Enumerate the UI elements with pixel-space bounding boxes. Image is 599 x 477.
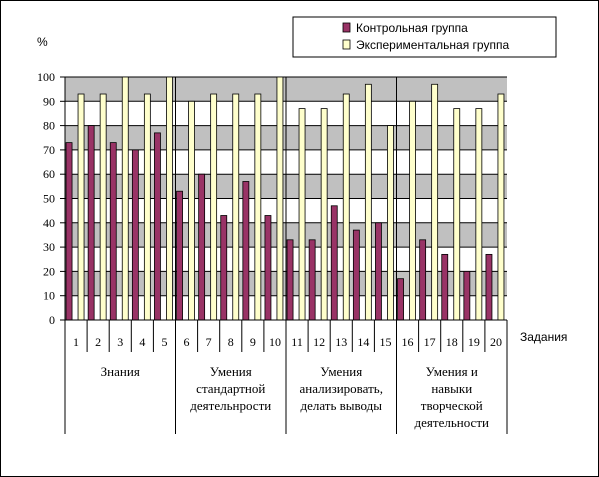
x-tick-label: 9: [250, 335, 256, 349]
x-tick-label: 11: [291, 335, 303, 349]
bar-control-3: [109, 142, 117, 321]
x-tick-label: 8: [228, 335, 234, 349]
bar-control-15: [375, 222, 382, 321]
y-tick-label: 20: [43, 264, 55, 278]
bar-control-13: [330, 205, 338, 321]
bar-experimental-12: [320, 108, 328, 321]
bar-control-8: [220, 215, 228, 321]
bar-control-9: [242, 181, 250, 321]
y-tick-label: 90: [43, 94, 55, 108]
bar-control-1: [65, 142, 73, 321]
x-tick-label: 6: [184, 335, 190, 349]
y-tick-label: 0: [49, 313, 55, 327]
legend: Контрольная группа Экспериментальная груп…: [292, 16, 557, 58]
y-tick-label: 70: [43, 143, 55, 157]
x-tick-label: 4: [139, 335, 145, 349]
x-tick-label: 15: [379, 335, 391, 349]
bar-experimental-15: [387, 125, 394, 321]
y-tick-label: 100: [37, 70, 55, 84]
y-tick-label: 60: [43, 167, 55, 181]
x-tick-label: 17: [424, 335, 436, 349]
bar-experimental-3: [121, 76, 129, 321]
bar-control-12: [308, 239, 316, 321]
legend-swatch: [342, 39, 351, 50]
x-tick-label: 20: [490, 335, 502, 349]
bar-experimental-14: [364, 83, 372, 321]
bar-experimental-2: [99, 93, 107, 321]
bar-control-7: [198, 173, 206, 321]
group-label: Умения анализировать, делать выводы: [300, 364, 383, 413]
y-tick-label: 40: [43, 216, 55, 230]
bar-control-11: [286, 239, 294, 321]
y-tick-label: 30: [43, 240, 55, 254]
x-tick-label: 19: [468, 335, 480, 349]
y-tick-labels: 0 10 20 30 40 50 60 70 80 90 100: [37, 70, 55, 327]
x-tick-label: 12: [313, 335, 325, 349]
bar-experimental-7: [210, 93, 218, 321]
bar-experimental-20: [497, 93, 505, 321]
bar-experimental-1: [77, 93, 85, 321]
group-label: Умения и навыки творческой деятельности: [415, 364, 489, 430]
bar-control-17: [419, 239, 427, 321]
bar-control-5: [154, 132, 161, 321]
legend-swatch: [342, 22, 351, 33]
legend-entry: Экспериментальная группа: [356, 38, 509, 52]
x-tick-label: 13: [335, 335, 347, 349]
x-tick-label: 1: [73, 335, 79, 349]
bar-experimental-19: [475, 108, 483, 321]
bar-control-4: [131, 149, 139, 321]
y-tick-label: 50: [43, 192, 55, 206]
group-label: Знания: [101, 364, 140, 379]
x-tick-label: 5: [161, 335, 167, 349]
bar-experimental-17: [431, 83, 439, 321]
x-tick-label: 16: [402, 335, 414, 349]
x-tick-label: 18: [446, 335, 458, 349]
x-tick-label: 14: [357, 335, 369, 349]
bar-experimental-16: [409, 100, 416, 321]
bar-experimental-10: [276, 76, 284, 321]
bar-control-14: [352, 229, 360, 321]
bar-control-2: [87, 125, 95, 321]
group-label: Умения стандартной деятельнрости: [190, 364, 271, 413]
bar-control-6: [176, 190, 183, 321]
bar-experimental-13: [342, 93, 350, 321]
bar-control-18: [441, 253, 449, 321]
bar-experimental-9: [254, 93, 262, 321]
bar-experimental-8: [232, 93, 240, 321]
x-axis-label: Задания: [520, 330, 567, 344]
bar-experimental-4: [143, 93, 151, 321]
bar-control-19: [463, 270, 471, 321]
bar-experimental-5: [166, 76, 173, 321]
x-tick-label: 3: [117, 335, 123, 349]
bar-experimental-11: [298, 108, 306, 321]
y-axis-label: %: [37, 35, 48, 49]
x-tick-label: 2: [95, 335, 101, 349]
bar-experimental-6: [188, 100, 195, 321]
legend-entry: Контрольная группа: [356, 21, 468, 35]
bar-control-10: [264, 215, 272, 321]
legend-box: [292, 16, 557, 58]
y-tick-label: 80: [43, 119, 55, 133]
bar-experimental-18: [453, 108, 461, 321]
bar-control-16: [397, 278, 404, 321]
x-tick-label: 7: [206, 335, 212, 349]
x-tick-label: 10: [269, 335, 281, 349]
y-tick-label: 10: [43, 289, 55, 303]
bar-control-20: [485, 253, 493, 321]
bars: [65, 76, 505, 321]
